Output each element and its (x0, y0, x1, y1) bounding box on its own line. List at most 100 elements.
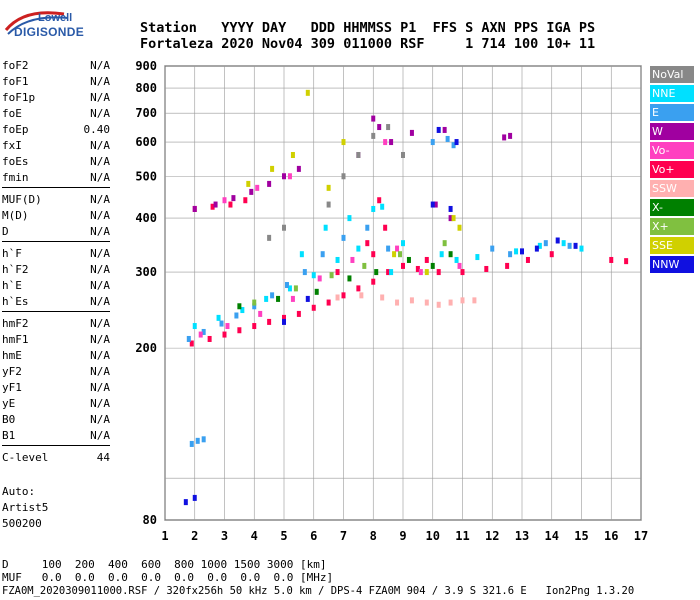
data-point (383, 139, 388, 146)
data-point (249, 188, 254, 195)
x-tick-label: 12 (485, 529, 499, 543)
data-point (401, 240, 405, 247)
x-tick-label: 2 (191, 529, 198, 543)
data-point (201, 436, 206, 443)
data-point (430, 201, 435, 208)
data-point (433, 201, 438, 208)
data-point (284, 282, 289, 289)
param-value: N/A (90, 429, 110, 442)
data-point (326, 201, 331, 208)
logo (4, 6, 74, 40)
data-point (314, 288, 319, 295)
param-name: hmF2 (2, 317, 29, 330)
data-point (454, 139, 459, 146)
x-tick-label: 13 (515, 529, 529, 543)
data-point (195, 437, 200, 444)
param-row: yF1 N/A (2, 380, 110, 396)
data-point (192, 205, 197, 212)
param-value: N/A (90, 279, 110, 292)
data-point (508, 251, 513, 258)
data-point (356, 245, 361, 252)
param-name: C-level (2, 451, 49, 464)
data-point (371, 132, 376, 139)
data-point (252, 323, 257, 330)
data-point (267, 234, 272, 241)
x-tick-label: 8 (370, 529, 377, 543)
data-point (401, 151, 405, 158)
data-point (290, 151, 295, 158)
data-point (198, 331, 203, 338)
param-value: N/A (90, 193, 110, 206)
data-point (424, 256, 429, 263)
x-tick-label: 1 (161, 529, 168, 543)
data-point (267, 180, 272, 187)
data-point (525, 256, 530, 263)
param-name: foF1 (2, 75, 29, 88)
data-point (365, 224, 370, 231)
data-point (415, 265, 420, 272)
y-tick-label: 500 (135, 169, 157, 183)
header-values: Fortaleza 2020 Nov04 309 011000 RSF 1 71… (140, 36, 596, 52)
param-name: fxI (2, 139, 22, 152)
header-labels: Station YYYY DAY DDD HHMMSS P1 FFS S AXN… (140, 20, 596, 36)
data-point (537, 242, 542, 249)
logo-company-name: Lowell (38, 12, 73, 24)
legend-item: X- (650, 199, 694, 216)
data-point (549, 251, 554, 258)
legend-item: SSE (650, 237, 694, 254)
data-point (293, 285, 298, 292)
data-point (395, 299, 400, 306)
param-name: foEs (2, 155, 29, 168)
data-point (371, 205, 376, 212)
data-point (451, 215, 456, 222)
param-name: foF2 (2, 59, 29, 72)
data-point (311, 304, 316, 311)
y-tick-label: 600 (135, 135, 157, 149)
x-tick-label: 3 (221, 529, 228, 543)
data-point (514, 248, 519, 255)
data-point (267, 318, 272, 325)
data-point (216, 314, 221, 321)
data-point (371, 251, 376, 258)
parameter-panel: foF2 N/A foF1 N/A foF1p N/A foE N/A foEp 0.40 fxI N… (2, 58, 110, 466)
data-point (186, 335, 191, 342)
data-point (335, 294, 340, 301)
data-point (302, 269, 307, 276)
legend: NoVal NNE E W Vo- Vo+ SSW X- X+ SSE NNW (650, 66, 694, 275)
data-point (395, 245, 400, 252)
data-point (329, 272, 334, 279)
data-point (389, 269, 394, 276)
data-point (389, 139, 394, 146)
footer-table: D 100 200 400 600 800 1000 1500 3000 [km… (2, 558, 333, 584)
auto-version: 500200 (2, 517, 42, 530)
param-name: D (2, 225, 9, 238)
param-row: foEs N/A (2, 154, 110, 170)
param-name: B0 (2, 413, 16, 426)
data-point (406, 256, 411, 263)
data-point (282, 318, 286, 325)
data-point (311, 272, 316, 279)
data-point (365, 240, 370, 247)
legend-item: E (650, 104, 694, 121)
y-tick-label: 80 (143, 513, 157, 527)
data-point (341, 292, 346, 299)
data-point (371, 278, 376, 285)
data-point (448, 205, 453, 212)
data-point (454, 256, 459, 263)
data-point (490, 245, 495, 252)
data-point (192, 494, 197, 501)
legend-item: W (650, 123, 694, 140)
data-point (231, 195, 236, 202)
param-value: N/A (90, 317, 110, 330)
param-row: hmE N/A (2, 348, 110, 364)
data-point (347, 275, 352, 282)
data-point (430, 262, 435, 269)
data-point (436, 269, 441, 276)
param-value: N/A (90, 349, 110, 362)
data-point (424, 299, 429, 306)
data-point (508, 132, 513, 139)
param-separator (2, 445, 110, 446)
data-point (445, 135, 450, 142)
param-value: N/A (90, 381, 110, 394)
data-point (448, 251, 453, 258)
